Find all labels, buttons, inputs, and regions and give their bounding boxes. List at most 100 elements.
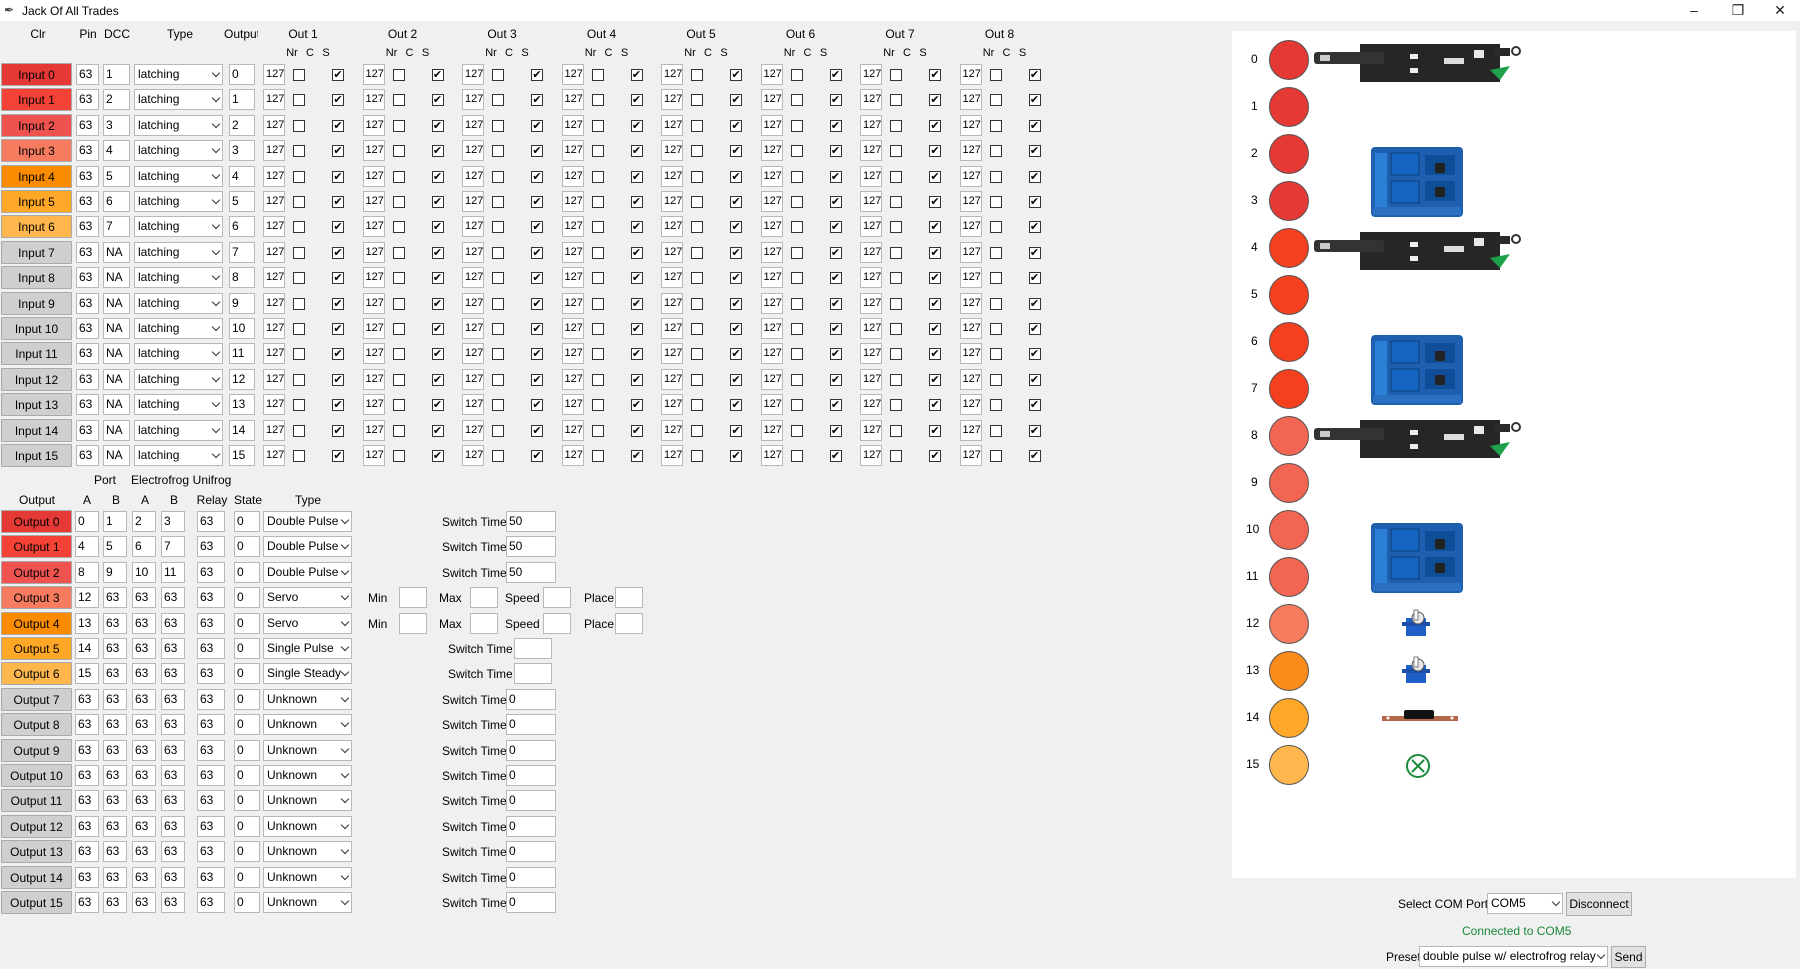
- pin-field[interactable]: 63: [76, 114, 99, 136]
- out-nr-field[interactable]: 127: [561, 292, 584, 314]
- out-nr-field[interactable]: 127: [860, 292, 882, 314]
- out-s-checkbox[interactable]: ✔: [929, 68, 941, 81]
- out-nr-field[interactable]: 127: [661, 318, 683, 339]
- out-c-checkbox[interactable]: [890, 399, 902, 412]
- out-c-checkbox[interactable]: [492, 424, 504, 437]
- output-relay-field[interactable]: 63: [197, 866, 225, 888]
- out-nr-field[interactable]: 127: [263, 114, 285, 136]
- pin-field[interactable]: 63: [76, 419, 99, 441]
- switch-time-field[interactable]: 50: [506, 561, 556, 583]
- out-s-checkbox[interactable]: ✔: [332, 245, 344, 259]
- out-s-checkbox[interactable]: ✔: [730, 118, 742, 132]
- output-pb-field[interactable]: 63: [103, 815, 127, 837]
- out-nr-field[interactable]: 127: [462, 419, 484, 441]
- input-label-1[interactable]: Input 1: [1, 88, 72, 112]
- out-s-checkbox[interactable]: ✔: [332, 347, 344, 361]
- output-type-select[interactable]: Double Pulse: [263, 561, 352, 583]
- out-c-checkbox[interactable]: [392, 272, 405, 285]
- out-c-checkbox[interactable]: [989, 297, 1002, 310]
- input-type-select[interactable]: latching: [134, 368, 223, 390]
- input-output-field[interactable]: 1: [229, 89, 255, 111]
- out-s-checkbox[interactable]: ✔: [431, 118, 444, 132]
- dcc-field[interactable]: NA: [103, 267, 130, 289]
- out-nr-field[interactable]: 127: [263, 241, 285, 263]
- servo-place-field[interactable]: [615, 612, 643, 634]
- out-nr-field[interactable]: 127: [362, 191, 385, 212]
- out-s-checkbox[interactable]: ✔: [531, 68, 543, 81]
- out-c-checkbox[interactable]: [989, 450, 1002, 462]
- out-s-checkbox[interactable]: ✔: [431, 347, 444, 361]
- out-s-checkbox[interactable]: ✔: [630, 449, 643, 462]
- out-nr-field[interactable]: 127: [860, 140, 882, 162]
- output-label-14[interactable]: Output 14: [1, 865, 72, 889]
- out-nr-field[interactable]: 127: [462, 64, 484, 85]
- out-s-checkbox[interactable]: ✔: [630, 169, 643, 183]
- out-c-checkbox[interactable]: [890, 246, 902, 259]
- out-nr-field[interactable]: 127: [860, 267, 882, 289]
- out-c-checkbox[interactable]: [591, 424, 604, 437]
- output-type-select[interactable]: Unknown: [263, 714, 352, 736]
- out-c-checkbox[interactable]: [492, 170, 504, 183]
- pin-field[interactable]: 63: [76, 445, 99, 466]
- input-output-field[interactable]: 12: [229, 368, 255, 390]
- out-nr-field[interactable]: 127: [959, 165, 982, 187]
- out-c-checkbox[interactable]: [392, 297, 405, 310]
- out-s-checkbox[interactable]: ✔: [929, 398, 941, 412]
- output-label-6[interactable]: Output 6: [1, 662, 72, 686]
- out-c-checkbox[interactable]: [591, 221, 604, 234]
- input-type-select[interactable]: latching: [134, 89, 223, 111]
- out-s-checkbox[interactable]: ✔: [332, 195, 344, 208]
- out-nr-field[interactable]: 127: [959, 445, 982, 466]
- out-s-checkbox[interactable]: ✔: [1028, 68, 1041, 81]
- switch-time-field[interactable]: 0: [506, 765, 556, 786]
- out-c-checkbox[interactable]: [691, 399, 703, 412]
- out-nr-field[interactable]: 127: [561, 140, 584, 162]
- out-c-checkbox[interactable]: [591, 246, 604, 259]
- out-nr-field[interactable]: 127: [661, 114, 683, 136]
- out-nr-field[interactable]: 127: [860, 191, 882, 212]
- out-c-checkbox[interactable]: [591, 69, 604, 81]
- out-nr-field[interactable]: 127: [561, 419, 584, 441]
- out-s-checkbox[interactable]: ✔: [431, 296, 444, 310]
- out-s-checkbox[interactable]: ✔: [630, 347, 643, 361]
- out-c-checkbox[interactable]: [293, 170, 305, 183]
- out-c-checkbox[interactable]: [989, 145, 1002, 158]
- out-s-checkbox[interactable]: ✔: [431, 398, 444, 412]
- out-nr-field[interactable]: 127: [661, 419, 683, 441]
- output-eb-field[interactable]: 63: [161, 815, 185, 837]
- out-c-checkbox[interactable]: [691, 297, 703, 310]
- dcc-field[interactable]: NA: [103, 343, 130, 365]
- output-type-select[interactable]: Single Steady: [263, 663, 352, 685]
- out-nr-field[interactable]: 127: [561, 64, 584, 85]
- out-nr-field[interactable]: 127: [263, 89, 285, 111]
- output-eb-field[interactable]: 3: [161, 511, 185, 532]
- out-s-checkbox[interactable]: ✔: [730, 93, 742, 107]
- out-nr-field[interactable]: 127: [959, 89, 982, 111]
- out-s-checkbox[interactable]: ✔: [531, 449, 543, 462]
- out-s-checkbox[interactable]: ✔: [1028, 220, 1041, 234]
- out-c-checkbox[interactable]: [790, 196, 803, 208]
- input-output-field[interactable]: 9: [229, 292, 255, 314]
- out-c-checkbox[interactable]: [890, 424, 902, 437]
- out-s-checkbox[interactable]: ✔: [829, 220, 842, 234]
- output-ea-field[interactable]: 63: [132, 815, 156, 837]
- out-s-checkbox[interactable]: ✔: [431, 93, 444, 107]
- output-ea-field[interactable]: 63: [132, 790, 156, 812]
- out-nr-field[interactable]: 127: [959, 419, 982, 441]
- output-label-3[interactable]: Output 3: [1, 586, 72, 610]
- dcc-field[interactable]: 7: [103, 216, 130, 238]
- out-s-checkbox[interactable]: ✔: [829, 195, 842, 208]
- input-output-field[interactable]: 0: [229, 64, 255, 85]
- out-s-checkbox[interactable]: ✔: [829, 322, 842, 335]
- servo-speed-field[interactable]: [543, 612, 571, 634]
- output-pb-field[interactable]: 63: [103, 587, 127, 609]
- out-s-checkbox[interactable]: ✔: [1028, 347, 1041, 361]
- out-nr-field[interactable]: 127: [362, 165, 385, 187]
- output-ea-field[interactable]: 63: [132, 688, 156, 710]
- out-nr-field[interactable]: 127: [760, 114, 783, 136]
- out-nr-field[interactable]: 127: [462, 343, 484, 365]
- out-nr-field[interactable]: 127: [362, 267, 385, 289]
- out-nr-field[interactable]: 127: [263, 394, 285, 416]
- out-c-checkbox[interactable]: [989, 424, 1002, 437]
- switch-time-field[interactable]: 0: [506, 866, 556, 888]
